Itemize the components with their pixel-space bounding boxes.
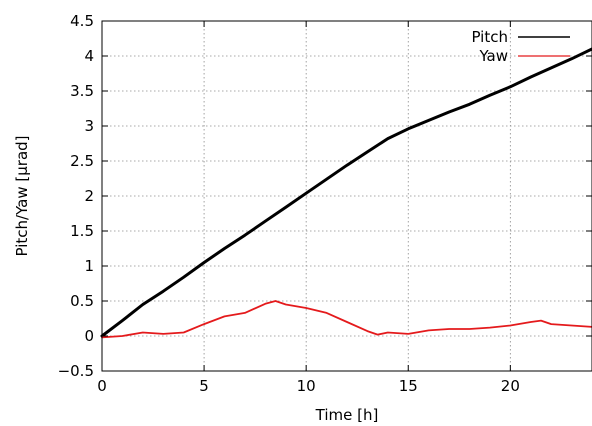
x-tick-label: 0: [97, 377, 107, 395]
y-tick-label: 2: [84, 187, 94, 205]
y-tick-label: 1.5: [70, 222, 94, 240]
series-line-yaw: [101, 300, 592, 339]
x-tick-label: 10: [297, 377, 316, 395]
tick-label-group: −0.500.511.522.533.544.50 5 10 15 20: [58, 12, 520, 395]
x-axis-title: Time [h]: [315, 406, 379, 424]
grid: [102, 21, 592, 371]
legend-label-yaw: Yaw: [478, 47, 508, 65]
x-tick-label: 5: [199, 377, 209, 395]
x-tick-label: 15: [399, 377, 418, 395]
x-tick-label: 20: [501, 377, 520, 395]
y-tick-label: 4: [84, 47, 94, 65]
y-tick-label: −0.5: [58, 362, 94, 380]
y-tick-label: 0.5: [70, 292, 94, 310]
y-tick-label: 3.5: [70, 82, 94, 100]
series-group: [100, 47, 592, 339]
y-axis-title: Pitch/Yaw [µrad]: [13, 135, 31, 256]
y-tick-label: 2.5: [70, 152, 94, 170]
series-line-pitch: [100, 47, 592, 338]
y-tick-label: 4.5: [70, 12, 94, 30]
y-tick-label: 3: [84, 117, 94, 135]
legend-label-pitch: Pitch: [471, 28, 508, 46]
y-tick-label: 0: [84, 327, 94, 345]
tick-group: [101, 20, 592, 372]
y-tick-label: 1: [84, 257, 94, 275]
